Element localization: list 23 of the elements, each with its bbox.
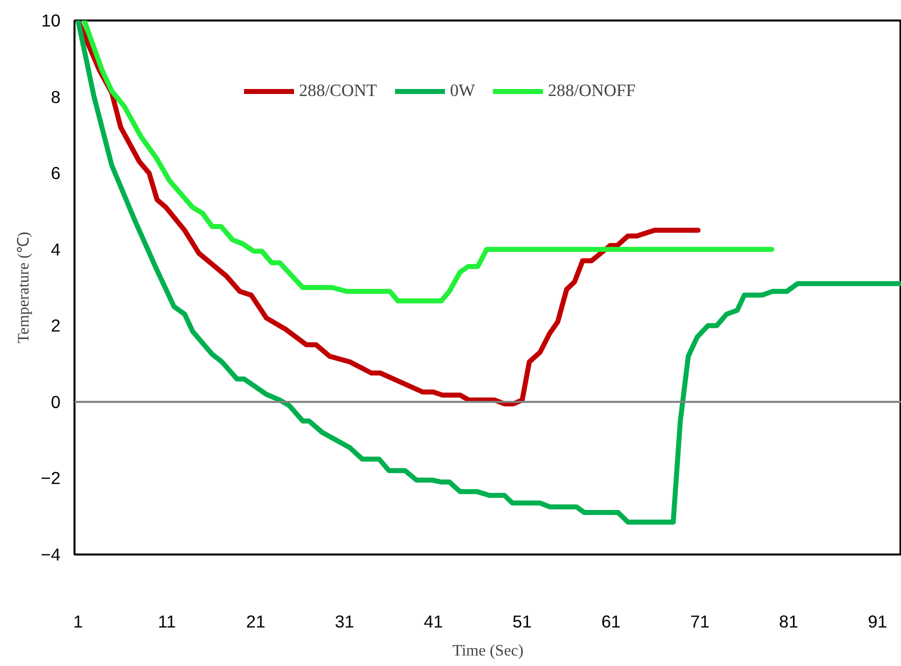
x-tick-label: 61 [601, 612, 621, 632]
x-axis-title: Time (Sec) [452, 642, 524, 660]
x-tick-label: 41 [424, 612, 444, 632]
legend-label: 0W [450, 81, 476, 101]
x-tick-label: 91 [868, 612, 888, 632]
y-tick-label: 4 [50, 239, 61, 260]
y-tick-label: 6 [50, 163, 61, 184]
legend-label: 288/ONOFF [548, 81, 636, 101]
x-tick-label: 11 [158, 612, 176, 632]
x-tick-label: 1 [73, 612, 83, 632]
y-tick-label: 2 [50, 316, 61, 336]
x-tick-label: 21 [246, 612, 266, 632]
y-tick-label: 8 [50, 86, 61, 107]
y-tick-label: 10 [41, 10, 61, 30]
y-tick-label: −4 [40, 544, 61, 564]
x-tick-label: 71 [690, 612, 710, 632]
y-tick-label: 0 [50, 392, 61, 412]
x-tick-label: 31 [334, 612, 354, 632]
x-tick-label: 81 [779, 612, 798, 632]
y-axis-title: Temperature (℃) [16, 232, 33, 344]
y-tick-label: −2 [40, 468, 61, 488]
x-tick-label: 51 [512, 612, 532, 632]
legend-label: 288/CONT [299, 81, 377, 101]
